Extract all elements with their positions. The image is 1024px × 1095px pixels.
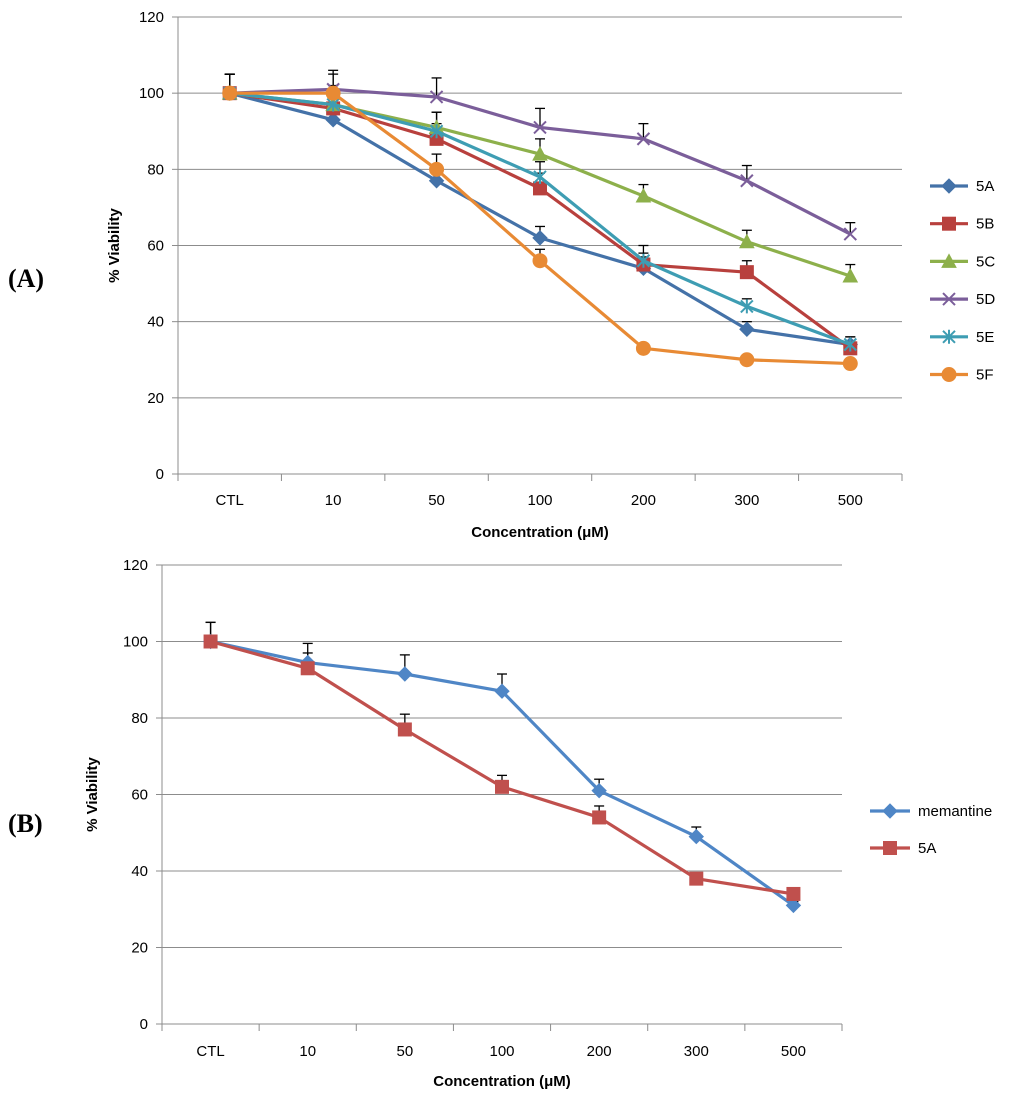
panel-b-y-tick-label: 40 [131, 863, 148, 880]
panel-b-y-tick-label: 100 [123, 634, 148, 651]
panel-b-label: (B) [8, 809, 43, 838]
panel-a-series-5a-point [428, 173, 445, 189]
panel-b-x-tick-label: CTL [196, 1043, 224, 1060]
panel-b-y-tick-label: 80 [131, 710, 148, 727]
panel-b-series-5a-point [300, 661, 315, 676]
panel-a-legend-5a-marker [941, 178, 957, 194]
panel-a-series-5a-line [229, 91, 851, 347]
panel-b: (B) 0 20 40 60 80 100 120 CTL 10 50 100 200 300 500 Co… [8, 557, 992, 1090]
panel-b-series-memantine-point [591, 782, 607, 799]
panel-a-series-5d-point [636, 132, 651, 146]
panel-a-series-5f-point [429, 161, 445, 177]
panel-a-legend-5d-marker [942, 292, 956, 306]
panel-a-series-5e-point [740, 299, 754, 314]
panel-a-series-5a-point [739, 321, 755, 337]
panel-b-x-axis-title: Concentration (μM) [433, 1073, 571, 1090]
panel-a-series-5a-point [325, 112, 341, 128]
panel-a-x-tick-label: 10 [325, 492, 342, 509]
panel-a-legend-5a-label: 5A [976, 178, 994, 195]
panel-a-legend-5c-marker [941, 253, 957, 268]
panel-a-series-5f-point [532, 253, 548, 269]
panel-a-x-tick-label: 300 [734, 492, 759, 509]
panel-a-legend-5b-label: 5B [976, 216, 994, 233]
panel-b-y-tick-label: 0 [140, 1016, 148, 1033]
panel-b-series-5a-point [203, 634, 218, 649]
panel-a-label: (A) [8, 264, 44, 293]
panel-a-series-5f-point [635, 340, 651, 356]
panel-a-series-5e-point [636, 253, 651, 268]
panel-a-y-tick-label: 40 [147, 314, 164, 331]
panel-a-series-5a-point [532, 230, 548, 246]
panel-a-x-tick-label: 500 [838, 492, 863, 509]
panel-a-y-tick-label: 80 [147, 161, 164, 178]
panel-a-series-5d-point [843, 227, 857, 241]
panel-b-series-5a-point [689, 871, 704, 886]
panel-a-legend-5e-marker [942, 329, 956, 344]
panel-a-y-tick-label: 60 [147, 238, 164, 255]
panel-a-series-5e-point [843, 337, 857, 352]
panel-b-y-tick-label: 20 [131, 940, 148, 957]
panel-a-series-5d-point [740, 174, 754, 188]
panel-a-legend-5b-marker [942, 216, 956, 231]
panel-a-legend-5d-label: 5D [976, 291, 995, 308]
panel-b-series-memantine-point [785, 897, 802, 914]
panel-a-y-tick-label: 20 [147, 390, 164, 407]
panel-b-series-5a-point [786, 886, 801, 901]
panel-b-legend-5a-label: 5A [918, 840, 936, 857]
panel-b-x-tick-label: 500 [781, 1043, 806, 1060]
panel-b-series-memantine-point [397, 666, 413, 682]
panel-a-x-tick-label: CTL [216, 492, 244, 509]
panel-b-y-tick-label: 120 [123, 557, 148, 574]
panel-a-legend-5f-label: 5F [976, 367, 994, 384]
panel-b-legend-memantine-label: memantine [918, 803, 992, 820]
panel-a-x-tick-label: 100 [527, 492, 552, 509]
panel-b-series-5a-point [592, 810, 607, 825]
panel-a-series-5b-point [739, 265, 754, 280]
panel-a-x-axis-title: Concentration (μM) [471, 524, 609, 541]
panel-b-x-tick-label: 10 [299, 1043, 316, 1060]
panel-a-series-5c-point [842, 267, 859, 283]
panel-a-series-5f-point [222, 85, 238, 101]
panel-a-series-5c-point [635, 187, 652, 203]
panel-b-x-tick-label: 50 [397, 1043, 414, 1060]
panel-b-series-memantine-point [688, 828, 704, 845]
panel-a-y-tick-label: 0 [156, 466, 164, 483]
panel-b-legend-memantine-marker [882, 803, 898, 819]
panel-a-series-5d-point [429, 90, 444, 104]
panel-a-series-5f-point [842, 356, 858, 372]
panel-b-series-5a-point [397, 722, 412, 737]
panel-b-legend-5a-marker [883, 841, 897, 855]
panel-b-y-axis-title: % Viability [84, 756, 101, 831]
panel-a-legend-5e-label: 5E [976, 329, 994, 346]
panel-a-legend-5c-label: 5C [976, 253, 995, 270]
panel-b-x-tick-label: 300 [684, 1043, 709, 1060]
panel-a-series-5c-point [532, 146, 548, 161]
panel-a-y-axis-title: % Viability [106, 207, 123, 282]
panel-a-series-5d-point [533, 120, 547, 135]
panel-a-series-5e-line [229, 91, 851, 347]
panel-a-series-5f-point [739, 352, 755, 368]
panel-a-series-5f-point [325, 85, 341, 101]
panel-a-y-tick-label: 120 [139, 9, 164, 26]
panel-a-series-5e-point [429, 124, 444, 139]
panel-b-x-tick-label: 200 [587, 1043, 612, 1060]
panel-a-legend-5f-marker [941, 367, 957, 382]
panel-a: (A) 0 20 40 60 80 100 120 CTL 10 50 100 200 300 500 Co… [8, 9, 995, 541]
panel-a-series-5e-point [533, 169, 547, 184]
panel-b-series-memantine-point [494, 683, 510, 699]
panel-a-x-tick-label: 50 [428, 492, 445, 509]
panel-b-series-5a-point [495, 779, 509, 794]
panel-b-y-tick-label: 60 [131, 787, 148, 804]
panel-a-x-tick-label: 200 [631, 492, 656, 509]
panel-b-x-tick-label: 100 [489, 1043, 514, 1060]
panel-a-series-5c-point [739, 233, 755, 249]
panel-a-y-tick-label: 100 [139, 85, 164, 102]
